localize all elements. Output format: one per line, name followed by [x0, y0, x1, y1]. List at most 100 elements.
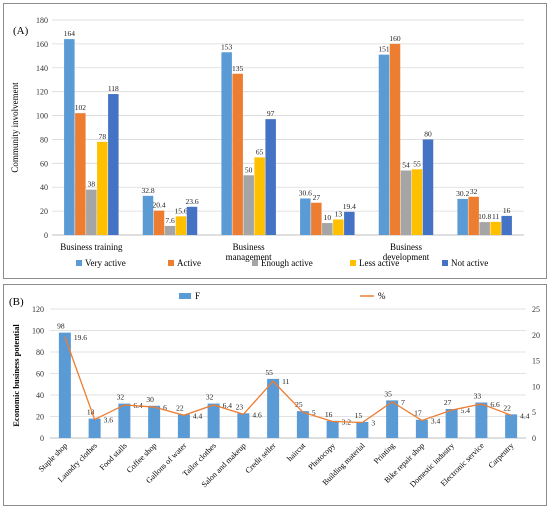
bar	[400, 170, 412, 235]
y2-tick-label: 5	[532, 408, 536, 417]
data-label: 32.8	[141, 186, 154, 195]
data-label: 55	[413, 159, 421, 168]
line-data-label: 4.4	[193, 411, 203, 420]
line-data-label: 4.6	[252, 410, 262, 419]
y-tick-label: 120	[36, 88, 48, 97]
bar-data-label: 25	[295, 400, 303, 409]
y-tick-label: 0	[44, 231, 48, 240]
y-tick-label: 80	[40, 135, 48, 144]
panel-label: (A)	[13, 25, 29, 37]
bar-data-label: 23	[236, 402, 244, 411]
data-label: 135	[232, 64, 244, 73]
bar-data-label: 35	[384, 389, 392, 398]
bar	[265, 119, 276, 235]
data-label: 118	[108, 84, 119, 93]
bar-data-label: 98	[57, 322, 65, 331]
bar	[148, 405, 161, 438]
bar	[175, 216, 187, 235]
chart-a-svg: (A) 0 20 40 60 80 100 120 140 160 180 Community inv…	[10, 16, 524, 268]
line-data-label: 6.6	[490, 400, 500, 409]
data-label: 7.6	[165, 216, 175, 225]
x-category-label: haircut	[285, 441, 308, 464]
bar	[501, 215, 512, 235]
data-label: 10.8	[478, 212, 491, 221]
bar	[322, 223, 333, 235]
data-label: 80	[424, 129, 432, 138]
x-category-label: Business management	[226, 242, 272, 262]
bar-data-label: 33	[474, 392, 482, 401]
bar	[422, 139, 434, 235]
data-label: 30.6	[299, 188, 312, 197]
data-label: 38	[88, 180, 96, 189]
bar	[75, 113, 86, 235]
y2-tick-label: 25	[532, 305, 540, 314]
bar	[490, 221, 501, 235]
bar-data-label: 22	[176, 403, 184, 412]
data-label: 20.4	[152, 201, 165, 210]
bar	[389, 43, 401, 236]
x-category-label: Business development	[383, 242, 430, 262]
bar	[411, 169, 423, 235]
legend-swatch	[76, 260, 82, 266]
data-label: 30.2	[456, 189, 469, 198]
legend-label: Very active	[85, 258, 126, 268]
bar	[333, 219, 344, 235]
legend-swatch	[350, 260, 356, 266]
y-tick-label: 180	[36, 16, 48, 25]
x-category-label: Printing	[372, 441, 397, 466]
bar	[142, 195, 154, 235]
bar	[221, 52, 232, 235]
chart-panel-b: (B) 0 20 40 60 80 100 120 0 5 10 15 20 25 Economic bus…	[3, 284, 547, 506]
bar	[164, 225, 176, 235]
legend-label: Enough active	[261, 258, 313, 268]
bar	[232, 73, 243, 235]
data-label: 32	[470, 187, 478, 196]
bar	[356, 421, 369, 438]
chart-b-svg: (B) 0 20 40 60 80 100 120 0 5 10 15 20 25 Economic bus…	[9, 291, 540, 489]
bar	[108, 94, 119, 235]
legend-swatch	[442, 260, 448, 266]
bar	[88, 418, 101, 438]
y-tick-label: 20	[36, 413, 44, 422]
data-label: 97	[267, 109, 275, 118]
y2-tick-label: 20	[532, 331, 540, 340]
bar	[118, 403, 131, 438]
y-tick-label: 100	[36, 112, 48, 121]
bar-data-label: 30	[146, 395, 154, 404]
data-label: 78	[99, 132, 107, 141]
chart-panel-a: (A) 0 20 40 60 80 100 120 140 160 180 Community inv…	[3, 3, 547, 279]
line-data-label: 6.4	[223, 401, 233, 410]
x-category-label: Photocopy	[306, 441, 337, 472]
bar-data-label: 32	[206, 393, 214, 402]
bar-data-label: 22	[503, 403, 511, 412]
y-tick-label: 140	[36, 64, 48, 73]
y-tick-label: 100	[32, 327, 44, 336]
line-data-label: 6	[163, 403, 167, 412]
y2-tick-label: 15	[532, 357, 540, 366]
bar	[300, 198, 311, 235]
data-label: 50	[245, 165, 253, 174]
bar-data-label: 18	[87, 408, 95, 417]
line-data-label: 4.4	[520, 411, 530, 420]
line-data-label: 11	[282, 377, 289, 386]
y-tick-label: 120	[32, 305, 44, 314]
bar	[177, 414, 190, 438]
y-tick-label: 60	[40, 159, 48, 168]
data-label: 23.6	[185, 197, 198, 206]
legend-label: Not active	[451, 258, 488, 268]
data-label: 54	[402, 161, 410, 170]
percent-line	[64, 336, 512, 424]
data-label: 102	[75, 103, 87, 112]
bar	[505, 414, 518, 438]
x-category-label: Business training	[60, 242, 123, 252]
data-label: 16	[503, 206, 511, 215]
legend-swatch	[252, 260, 258, 266]
line-data-label: 3.6	[104, 415, 114, 424]
data-label: 15.6	[174, 206, 187, 215]
line-data-label: 5.4	[461, 406, 471, 415]
legend-label: F	[195, 291, 200, 301]
y-tick-label: 40	[40, 183, 48, 192]
bar	[344, 211, 355, 235]
bar	[457, 198, 468, 235]
data-label: 151	[378, 45, 390, 54]
